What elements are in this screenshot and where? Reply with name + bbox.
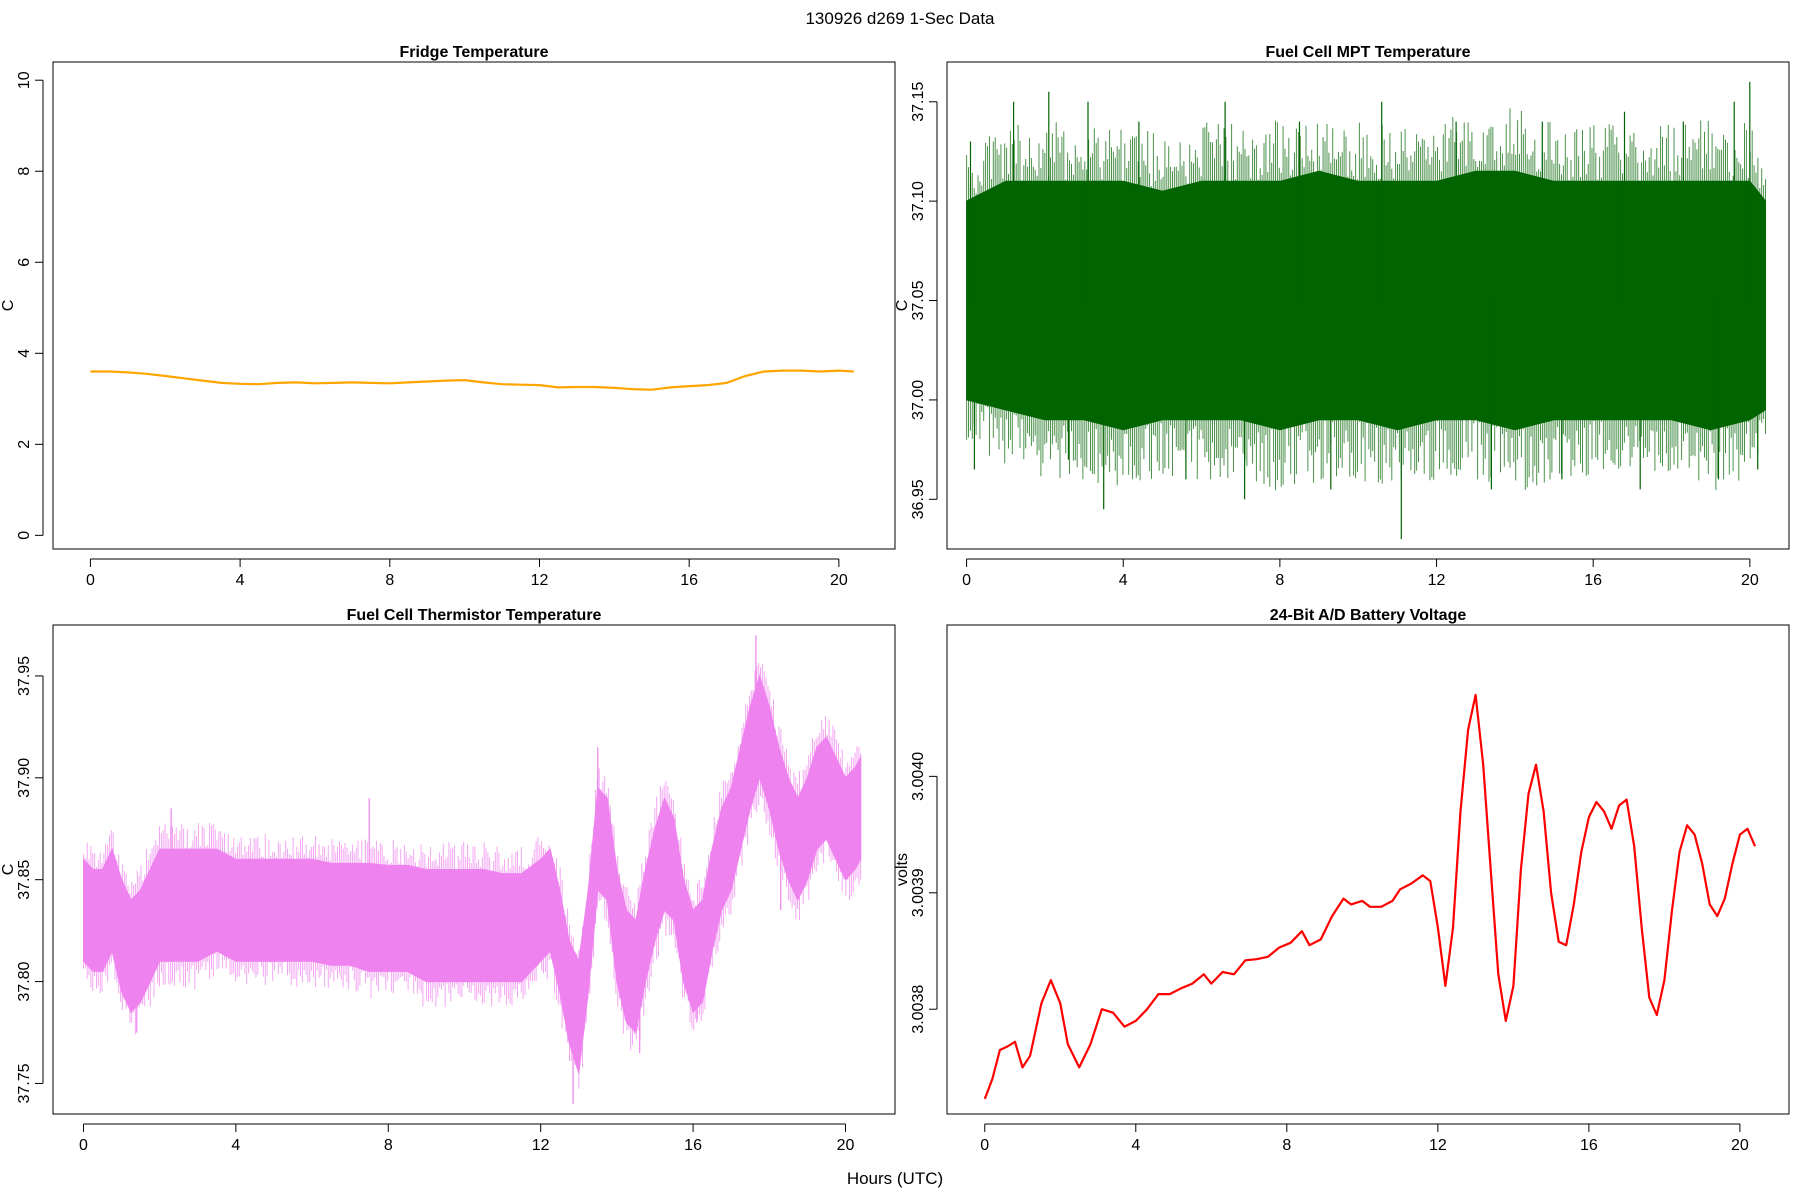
thermistor-title: Fuel Cell Thermistor Temperature (347, 607, 602, 624)
fridge-plot-frame (52, 61, 896, 550)
thermistor-plot-frame (52, 624, 896, 1115)
fridge-x-tick-label: 4 (236, 572, 245, 589)
fridge-title: Fridge Temperature (399, 44, 548, 61)
battery-x-tick-label: 16 (1580, 1137, 1598, 1154)
thermistor-x-tick-label: 4 (231, 1137, 240, 1154)
battery-ylabel: volts (894, 853, 911, 886)
battery-y-tick-label: 3.0040 (910, 752, 927, 801)
battery-title: 24-Bit A/D Battery Voltage (1270, 607, 1467, 624)
fridge-y-tick-label: 8 (16, 167, 33, 176)
mpt-plot-frame (946, 61, 1790, 550)
mpt-y-tick-label: 37.10 (910, 181, 927, 221)
mpt-x-tick-label: 16 (1584, 572, 1602, 589)
fridge-x-tick-label: 0 (86, 572, 95, 589)
thermistor-y-tick-label: 37.90 (16, 758, 33, 798)
fridge-y-tick-label: 4 (16, 349, 33, 358)
fridge-x-tick-label: 12 (531, 572, 549, 589)
thermistor-x-tick-label: 12 (532, 1137, 550, 1154)
battery-x-tick-label: 20 (1731, 1137, 1749, 1154)
thermistor-x-tick-label: 16 (684, 1137, 702, 1154)
mpt-x-tick-label: 12 (1428, 572, 1446, 589)
thermistor-y-tick-label: 37.95 (16, 656, 33, 696)
mpt-noise-texture (966, 108, 1766, 491)
fridge-x-tick-label: 16 (680, 572, 698, 589)
mpt-x-tick-label: 0 (962, 572, 971, 589)
battery-voltage-panel: 24-Bit A/D Battery Voltage volts 0 4 8 12 16 20… (894, 607, 1790, 1154)
thermistor-noise-texture (83, 663, 862, 1089)
thermistor-x-tick-label: 0 (79, 1137, 88, 1154)
thermistor-y-tick-label: 37.85 (16, 860, 33, 900)
thermistor-y-tick-label: 37.75 (16, 1063, 33, 1103)
fuel-cell-thermistor-temperature-panel: Fuel Cell Thermistor Temperature C 0 4 8 12 16… (0, 607, 896, 1154)
fuel-cell-mpt-temperature-panel: Fuel Cell MPT Temperature C 0 4 8 12 16 20 36.95… (894, 44, 1790, 589)
fridge-y-tick-label: 6 (16, 258, 33, 267)
fridge-x-tick-label: 8 (385, 572, 394, 589)
mpt-title: Fuel Cell MPT Temperature (1265, 44, 1470, 61)
battery-y-tick-label: 3.0038 (910, 985, 927, 1034)
fridge-x-tick-label: 20 (830, 572, 848, 589)
mpt-ylabel: C (894, 300, 911, 312)
figure-title: 130926 d269 1-Sec Data (805, 9, 995, 28)
battery-x-tick-label: 0 (980, 1137, 989, 1154)
fridge-ylabel: C (0, 300, 17, 312)
battery-series-line (983, 693, 1757, 1100)
mpt-x-tick-label: 4 (1119, 572, 1128, 589)
fridge-y-tick-label: 10 (16, 71, 33, 89)
battery-x-tick-label: 8 (1282, 1137, 1291, 1154)
mpt-y-tick-label: 37.00 (910, 380, 927, 420)
thermistor-x-tick-label: 20 (837, 1137, 855, 1154)
mpt-y-tick-label: 37.05 (910, 280, 927, 320)
mpt-x-tick-label: 20 (1741, 572, 1759, 589)
thermistor-ylabel: C (0, 864, 17, 876)
fridge-y-tick-label: 0 (16, 531, 33, 540)
thermistor-x-tick-label: 8 (384, 1137, 393, 1154)
mpt-y-tick-label: 36.95 (910, 479, 927, 519)
thermistor-y-tick-label: 37.80 (16, 961, 33, 1001)
mpt-x-tick-label: 8 (1275, 572, 1284, 589)
fridge-temperature-panel: Fridge Temperature C 0 4 8 12 16 20 0 2 4 6 8 10 (0, 44, 896, 589)
mpt-y-tick-label: 37.15 (910, 82, 927, 122)
battery-x-tick-label: 4 (1131, 1137, 1140, 1154)
figure-xlabel: Hours (UTC) (847, 1169, 943, 1188)
battery-x-tick-label: 12 (1429, 1137, 1447, 1154)
fridge-series-line (90, 369, 854, 391)
battery-y-tick-label: 3.0039 (910, 868, 927, 917)
fridge-y-tick-label: 2 (16, 440, 33, 449)
battery-plot-frame (946, 624, 1790, 1115)
